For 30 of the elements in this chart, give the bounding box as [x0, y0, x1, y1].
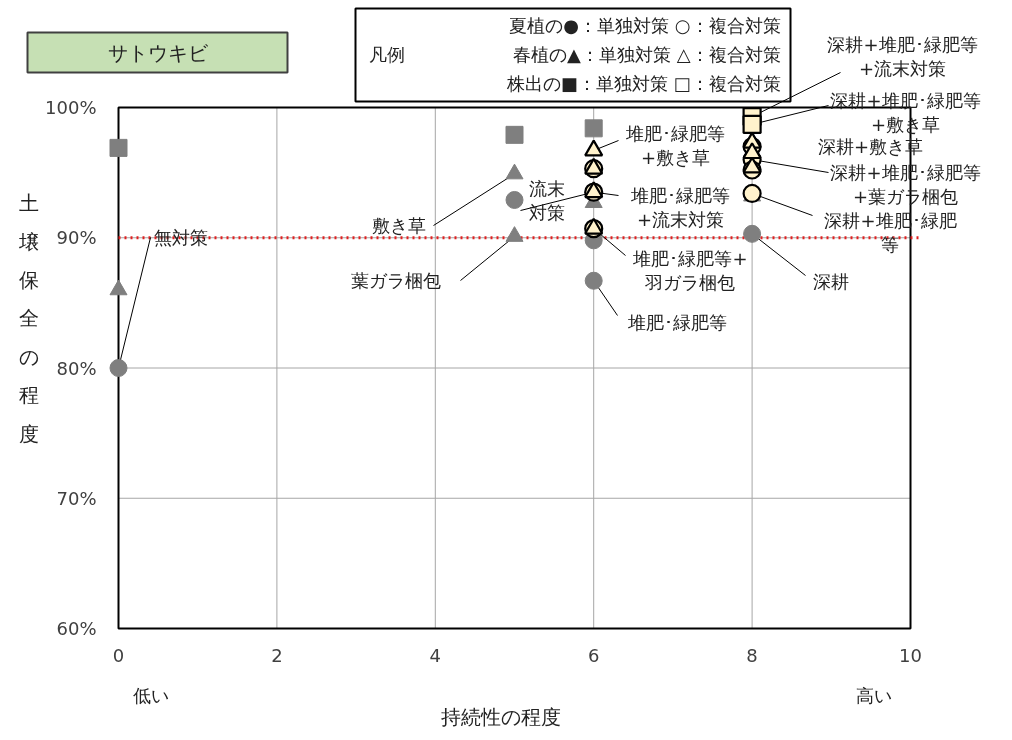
annotation: 堆肥･緑肥等+ 羽ガラ梱包 [632, 247, 748, 294]
x-tick-label: 10 [899, 644, 922, 666]
y-tick-label: 100% [45, 97, 97, 118]
text: 高い [855, 685, 892, 706]
annotation: 流末対策 [528, 177, 565, 224]
annotation: 葉ガラ梱包 [350, 270, 441, 291]
annotation: 深耕 [812, 271, 849, 292]
y-tick-label: 90% [56, 227, 97, 249]
text: 低い [132, 685, 169, 706]
annotation: 堆肥･緑肥等 [627, 312, 727, 333]
x-tick-label: 0 [112, 644, 125, 666]
annotation: 無対策 [153, 227, 208, 248]
y-tick-label: 80% [56, 357, 97, 379]
chart-title: サトウキビ [107, 40, 209, 65]
y-axis-title: 土壌保全の程度 [17, 191, 39, 446]
annotation: 深耕+堆肥･緑肥等 +流末対策 [827, 33, 978, 80]
x-tick-label: 8 [746, 644, 758, 666]
text: 凡例 [368, 44, 405, 65]
annotation: 敷き草 [371, 215, 426, 236]
y-tick-label: 70% [56, 487, 97, 509]
text: 夏植の●：単独対策 ○：複合対策 [509, 15, 781, 36]
x-axis-title: 持続性の程度 [440, 704, 561, 729]
text: 株出の■：単独対策 □：複合対策 [505, 73, 781, 94]
y-tick-label: 60% [56, 618, 97, 639]
x-tick-label: 4 [429, 644, 442, 666]
annotation: 堆肥･緑肥等 +流末対策 [630, 184, 730, 231]
annotation: 堆肥･緑肥等 +敷き草 [625, 122, 725, 169]
x-tick-label: 6 [587, 644, 600, 666]
text: 春植の▲：単独対策 △：複合対策 [513, 44, 781, 65]
x-tick-label: 2 [271, 644, 283, 666]
